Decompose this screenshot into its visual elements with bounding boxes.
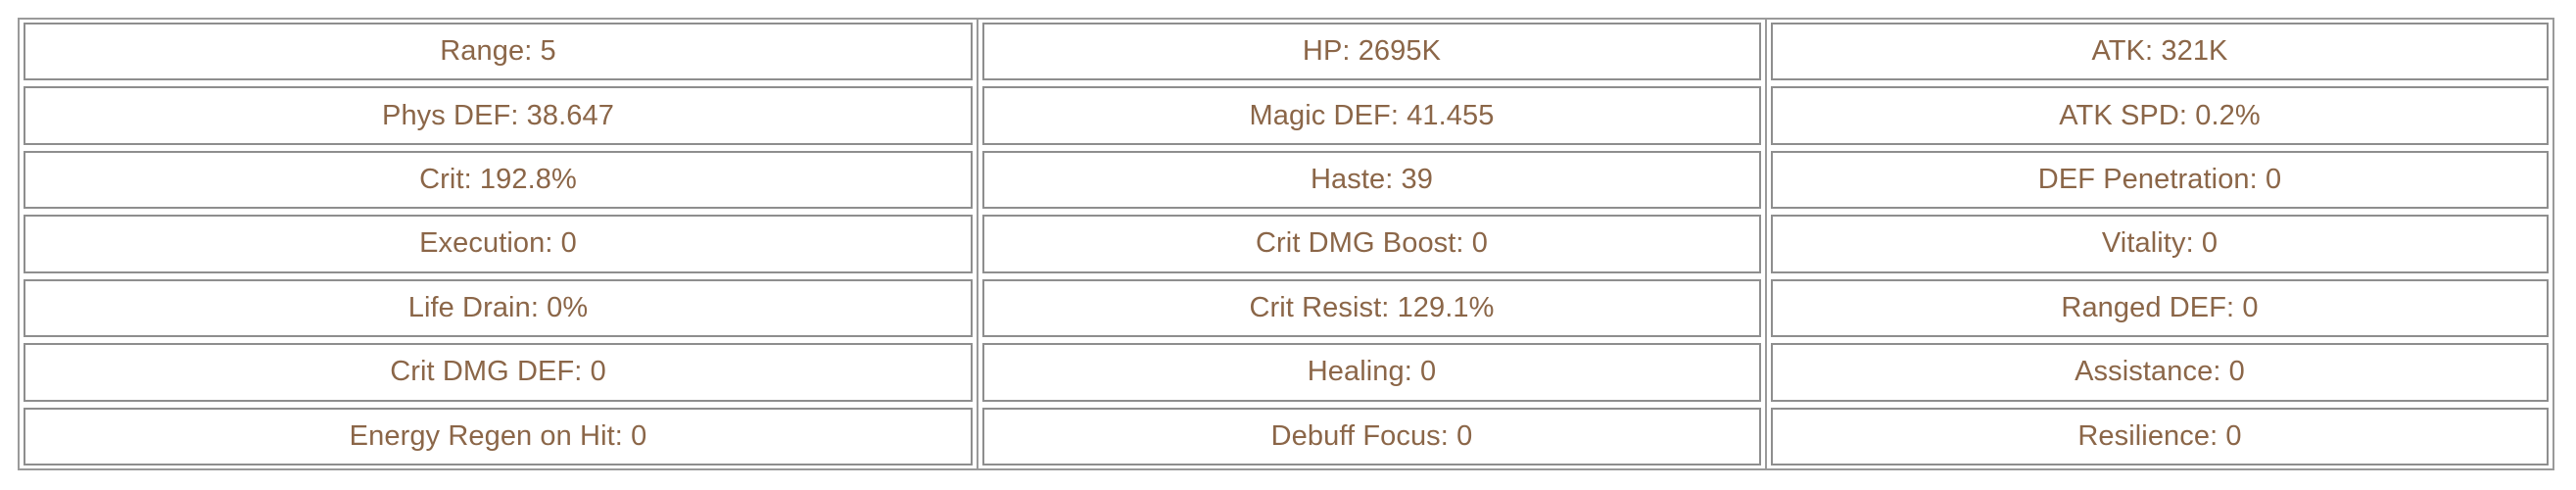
stat-label-haste: Haste: 39 xyxy=(1310,164,1434,196)
stat-cell-range: Range: 5 xyxy=(24,23,973,81)
stat-label-phys-def: Phys DEF: 38.647 xyxy=(382,99,614,131)
stat-label-crit-dmg-def: Crit DMG DEF: 0 xyxy=(390,356,606,388)
stat-cell-crit-resist: Crit Resist: 129.1% xyxy=(982,278,1761,338)
stat-cell-debuff-focus: Debuff Focus: 0 xyxy=(982,407,1761,466)
stat-label-healing: Healing: 0 xyxy=(1307,356,1437,388)
stat-label-energy-regen-on-hit: Energy Regen on Hit: 0 xyxy=(349,419,647,452)
stat-cell-crit-dmg-def: Crit DMG DEF: 0 xyxy=(24,343,973,402)
stat-label-crit-dmg-boost: Crit DMG Boost: 0 xyxy=(1256,227,1488,260)
stat-cell-atk-spd: ATK SPD: 0.2% xyxy=(1771,86,2549,145)
stat-cell-assistance: Assistance: 0 xyxy=(1771,343,2549,402)
stat-cell-healing: Healing: 0 xyxy=(982,343,1761,402)
stat-cell-energy-regen-on-hit: Energy Regen on Hit: 0 xyxy=(24,407,973,466)
stat-cell-haste: Haste: 39 xyxy=(982,150,1761,210)
stat-cell-crit-dmg-boost: Crit DMG Boost: 0 xyxy=(982,215,1761,273)
stat-cell-phys-def: Phys DEF: 38.647 xyxy=(24,86,973,145)
stat-label-crit: Crit: 192.8% xyxy=(419,164,577,196)
stat-cell-atk: ATK: 321K xyxy=(1771,23,2549,81)
stat-label-def-penetration: DEF Penetration: 0 xyxy=(2037,164,2282,196)
stats-grid: Range: 5 Phys DEF: 38.647 Crit: 192.8% E… xyxy=(20,20,2552,468)
stat-cell-crit: Crit: 192.8% xyxy=(24,150,973,210)
stat-cell-life-drain: Life Drain: 0% xyxy=(24,278,973,338)
stats-column-left: Range: 5 Phys DEF: 38.647 Crit: 192.8% E… xyxy=(20,20,977,468)
stat-label-magic-def: Magic DEF: 41.455 xyxy=(1249,99,1495,131)
stat-cell-resilience: Resilience: 0 xyxy=(1771,407,2549,466)
stat-cell-vitality: Vitality: 0 xyxy=(1771,215,2549,273)
stat-label-debuff-focus: Debuff Focus: 0 xyxy=(1270,419,1473,452)
stats-column-middle: HP: 2695K Magic DEF: 41.455 Haste: 39 Cr… xyxy=(977,20,1765,468)
stat-label-life-drain: Life Drain: 0% xyxy=(407,291,589,323)
stat-label-range: Range: 5 xyxy=(440,35,556,68)
stat-cell-execution: Execution: 0 xyxy=(24,215,973,273)
stat-label-atk-spd: ATK SPD: 0.2% xyxy=(2059,99,2261,131)
stat-label-assistance: Assistance: 0 xyxy=(2075,356,2245,388)
stat-cell-magic-def: Magic DEF: 41.455 xyxy=(982,86,1761,145)
stat-label-atk: ATK: 321K xyxy=(2091,35,2228,68)
character-stats-panel: Range: 5 Phys DEF: 38.647 Crit: 192.8% E… xyxy=(18,18,2554,470)
stat-cell-hp: HP: 2695K xyxy=(982,23,1761,81)
stats-column-right: ATK: 321K ATK SPD: 0.2% DEF Penetration:… xyxy=(1765,20,2552,468)
stat-label-execution: Execution: 0 xyxy=(419,227,577,260)
stat-label-vitality: Vitality: 0 xyxy=(2101,227,2218,260)
stat-label-crit-resist: Crit Resist: 129.1% xyxy=(1249,291,1495,323)
stat-label-hp: HP: 2695K xyxy=(1302,35,1442,68)
stat-cell-ranged-def: Ranged DEF: 0 xyxy=(1771,278,2549,338)
stat-label-resilience: Resilience: 0 xyxy=(2077,419,2242,452)
stat-label-ranged-def: Ranged DEF: 0 xyxy=(2061,291,2259,323)
stat-cell-def-penetration: DEF Penetration: 0 xyxy=(1771,150,2549,210)
